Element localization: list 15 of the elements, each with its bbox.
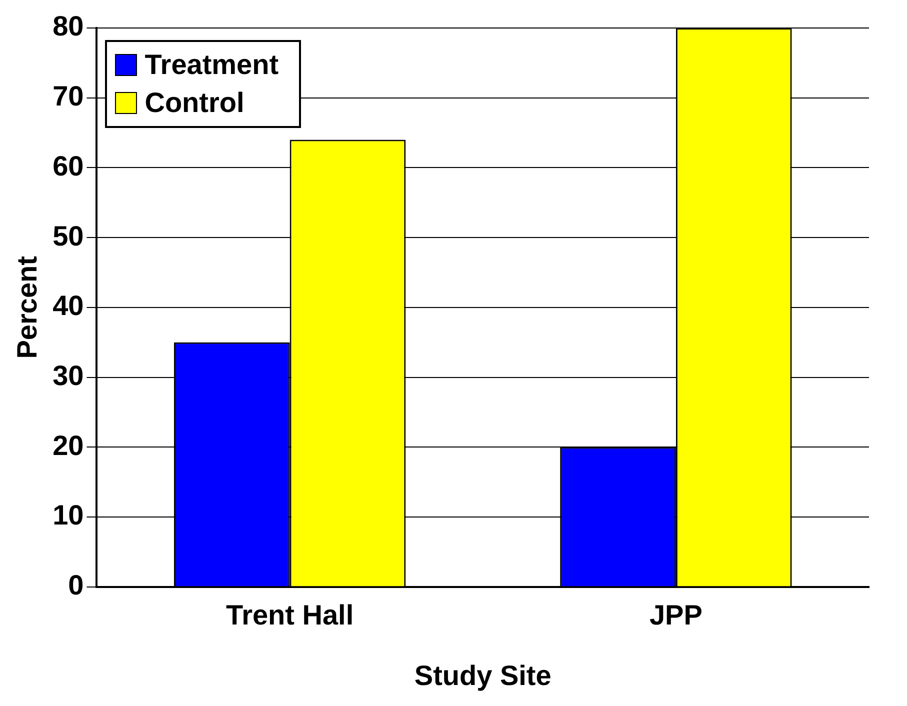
- y-tick-label: 60: [52, 150, 84, 182]
- x-tick-label: JPP: [649, 599, 702, 630]
- legend-label: Treatment: [144, 48, 279, 82]
- y-tick-label: 0: [68, 570, 84, 601]
- y-tick-label: 40: [52, 290, 84, 322]
- x-axis-title: Study Site: [414, 660, 552, 691]
- y-tick-label: 80: [52, 10, 84, 42]
- y-tick-label: 30: [52, 360, 84, 391]
- legend-label: Control: [144, 86, 244, 120]
- y-tick-label: 20: [52, 430, 84, 461]
- y-tick-label: 10: [52, 500, 84, 531]
- y-axis-title: Percent: [12, 256, 43, 359]
- y-tick-label: 70: [52, 80, 84, 112]
- y-tick-label: 50: [52, 220, 84, 252]
- x-tick-label: Trent Hall: [226, 599, 354, 630]
